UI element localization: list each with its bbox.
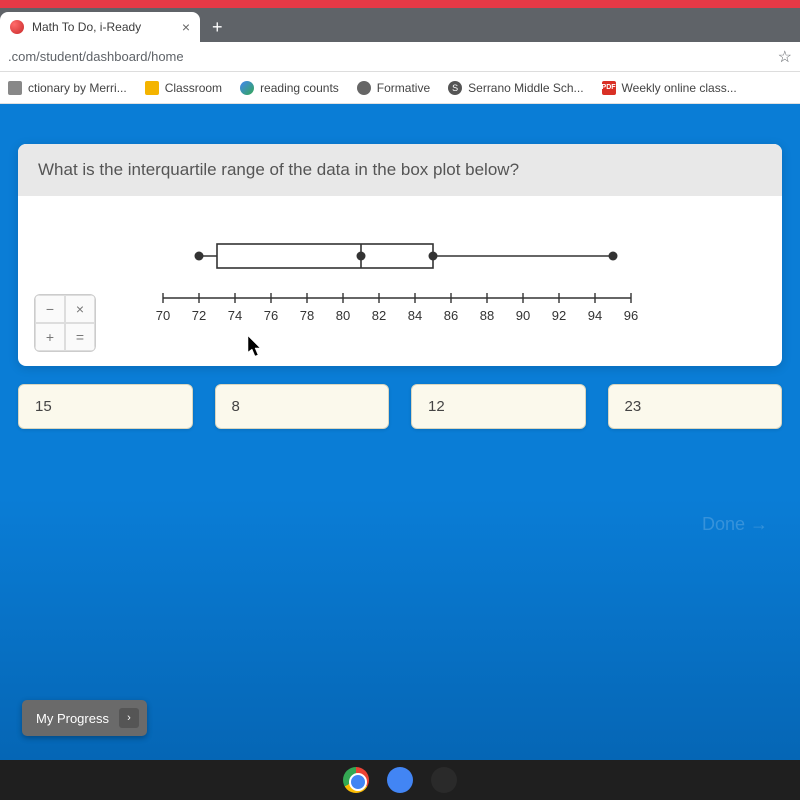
answer-label: 12: [428, 398, 445, 415]
answer-choice-1[interactable]: 8: [215, 384, 390, 429]
boxplot-container: 70 72 74 76 78 80 82 84 86 88 90 92 94 96: [38, 226, 762, 346]
bookmark-icon: PDF: [602, 81, 616, 95]
bookmark-label: Formative: [377, 81, 430, 95]
bookmark-weekly[interactable]: PDF Weekly online class...: [602, 81, 737, 95]
bookmark-label: reading counts: [260, 81, 339, 95]
bookmark-serrano[interactable]: S Serrano Middle Sch...: [448, 81, 583, 95]
tab-favicon: [10, 20, 24, 34]
question-prompt: What is the interquartile range of the d…: [18, 144, 782, 196]
calc-minus[interactable]: −: [35, 295, 65, 323]
os-taskbar: [0, 760, 800, 800]
bookmark-icon: [145, 81, 159, 95]
new-tab-button[interactable]: +: [200, 17, 235, 42]
url-text: .com/student/dashboard/home: [8, 49, 184, 64]
answer-choice-0[interactable]: 15: [18, 384, 193, 429]
taskbar-app-icon[interactable]: [431, 767, 457, 793]
bookmark-reading-counts[interactable]: reading counts: [240, 81, 339, 95]
address-bar[interactable]: .com/student/dashboard/home ☆: [0, 42, 800, 72]
boxplot: 70 72 74 76 78 80 82 84 86 88 90 92 94 96: [145, 226, 655, 346]
answer-choice-2[interactable]: 12: [411, 384, 586, 429]
bookmark-dictionary[interactable]: ctionary by Merri...: [8, 81, 127, 95]
bookmarks-bar: ctionary by Merri... Classroom reading c…: [0, 72, 800, 104]
calc-times[interactable]: ×: [65, 295, 95, 323]
lesson-content: What is the interquartile range of the d…: [0, 104, 800, 760]
progress-label: My Progress: [36, 711, 109, 726]
svg-text:84: 84: [408, 308, 422, 323]
answer-label: 8: [232, 398, 240, 415]
bookmark-label: ctionary by Merri...: [28, 81, 127, 95]
bookmark-icon: S: [448, 81, 462, 95]
bookmark-formative[interactable]: Formative: [357, 81, 430, 95]
bookmark-icon: [357, 81, 371, 95]
taskbar-chrome-icon[interactable]: [343, 767, 369, 793]
taskbar-docs-icon[interactable]: [387, 767, 413, 793]
close-tab-icon[interactable]: ×: [182, 19, 190, 35]
svg-text:88: 88: [480, 308, 494, 323]
svg-text:74: 74: [228, 308, 242, 323]
svg-text:72: 72: [192, 308, 206, 323]
bookmark-classroom[interactable]: Classroom: [145, 81, 222, 95]
svg-text:76: 76: [264, 308, 278, 323]
answer-choice-3[interactable]: 23: [608, 384, 783, 429]
tab-title: Math To Do, i-Ready: [32, 20, 174, 34]
svg-text:82: 82: [372, 308, 386, 323]
svg-text:92: 92: [552, 308, 566, 323]
question-card: What is the interquartile range of the d…: [18, 144, 782, 366]
answer-label: 15: [35, 398, 52, 415]
my-progress-button[interactable]: My Progress ›: [22, 700, 147, 736]
answer-choices: 15 8 12 23: [18, 384, 782, 429]
calculator-pad[interactable]: − × + =: [34, 294, 96, 352]
bookmark-label: Classroom: [165, 81, 222, 95]
done-button[interactable]: Done →: [702, 514, 768, 535]
bookmark-label: Serrano Middle Sch...: [468, 81, 583, 95]
bookmark-label: Weekly online class...: [622, 81, 737, 95]
svg-text:90: 90: [516, 308, 530, 323]
browser-tab-strip: Math To Do, i-Ready × +: [0, 8, 800, 42]
bookmark-icon: [8, 81, 22, 95]
star-icon[interactable]: ☆: [778, 47, 792, 67]
svg-text:94: 94: [588, 308, 602, 323]
browser-tab-active[interactable]: Math To Do, i-Ready ×: [0, 12, 200, 42]
chevron-right-icon: ›: [119, 708, 139, 728]
calc-plus[interactable]: +: [35, 323, 65, 351]
svg-text:80: 80: [336, 308, 350, 323]
svg-text:86: 86: [444, 308, 458, 323]
done-label: Done →: [702, 514, 768, 535]
svg-text:70: 70: [156, 308, 170, 323]
svg-text:78: 78: [300, 308, 314, 323]
bookmark-icon: [240, 81, 254, 95]
question-body: − × + = 70 72 74 76 78 80 82 84 86 88 90 92 94 96: [18, 196, 782, 366]
svg-text:96: 96: [624, 308, 638, 323]
answer-label: 23: [625, 398, 642, 415]
calc-equals[interactable]: =: [65, 323, 95, 351]
